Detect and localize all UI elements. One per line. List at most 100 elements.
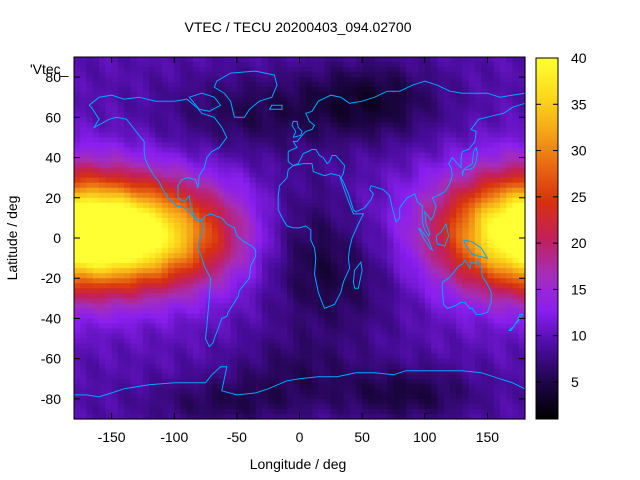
heatmap-cell (186, 248, 194, 254)
heatmap-cell (299, 132, 307, 139)
heatmap-cell (136, 202, 144, 209)
heatmap-cell (155, 162, 163, 169)
heatmap-cell (518, 248, 526, 254)
heatmap-cell (349, 182, 357, 189)
heatmap-cell (481, 197, 489, 204)
heatmap-cell (418, 288, 426, 294)
heatmap-cell (130, 62, 138, 68)
heatmap-cell (136, 177, 144, 184)
heatmap-cell (161, 62, 169, 68)
heatmap-cell (337, 318, 344, 325)
heatmap-cell (99, 368, 106, 375)
heatmap-cell (211, 112, 219, 118)
heatmap-cell (99, 137, 106, 144)
heatmap-cell (487, 187, 495, 194)
heatmap-cell (368, 293, 376, 299)
heatmap-cell (449, 268, 457, 274)
heatmap-cell (255, 122, 263, 128)
heatmap-cell (481, 398, 489, 405)
heatmap-cell (293, 243, 301, 249)
heatmap-cell (205, 353, 213, 360)
heatmap-cell (456, 378, 463, 385)
heatmap-cell (456, 167, 463, 174)
heatmap-cell (493, 343, 501, 350)
heatmap-cell (117, 393, 125, 400)
heatmap-cell (499, 268, 507, 274)
heatmap-cell (86, 142, 94, 149)
heatmap-cell (318, 122, 326, 128)
heatmap-cell (92, 197, 100, 204)
heatmap-cell (268, 303, 276, 309)
heatmap-cell (443, 358, 451, 365)
heatmap-cell (305, 348, 313, 355)
heatmap-cell (280, 323, 288, 330)
heatmap-cell (142, 202, 150, 209)
heatmap-cell (99, 222, 106, 229)
heatmap-cell (249, 273, 257, 279)
heatmap-cell (249, 87, 257, 93)
heatmap-cell (218, 243, 225, 249)
heatmap-cell (130, 328, 138, 335)
heatmap-cell (437, 67, 445, 73)
heatmap-cell (312, 142, 319, 149)
heatmap-cell (318, 268, 326, 274)
heatmap-cell (312, 147, 319, 154)
heatmap-cell (506, 323, 514, 330)
heatmap-cell (186, 263, 194, 269)
heatmap-cell (243, 338, 250, 345)
heatmap-cell (243, 137, 250, 144)
heatmap-cell (512, 177, 520, 184)
heatmap-cell (393, 92, 401, 98)
heatmap-cell (374, 117, 382, 123)
heatmap-cell (343, 368, 351, 375)
heatmap-cell (499, 373, 507, 380)
heatmap-cell (167, 348, 175, 355)
heatmap-cell (324, 117, 332, 123)
heatmap-cell (405, 187, 413, 194)
heatmap-cell (318, 348, 326, 355)
heatmap-cell (499, 57, 507, 63)
heatmap-cell (462, 157, 470, 164)
heatmap-cell (211, 243, 219, 249)
heatmap-cell (437, 137, 445, 144)
heatmap-cell (393, 358, 401, 365)
heatmap-cell (355, 298, 363, 304)
heatmap-cell (499, 132, 507, 139)
heatmap-cell (167, 278, 175, 284)
heatmap-cell (324, 353, 332, 360)
heatmap-cell (330, 258, 338, 264)
heatmap-cell (399, 82, 407, 88)
heatmap-cell (399, 398, 407, 405)
heatmap-cell (255, 92, 263, 98)
heatmap-cell (368, 187, 376, 194)
heatmap-cell (167, 117, 175, 123)
heatmap-cell (268, 263, 276, 269)
heatmap-cell (418, 62, 426, 68)
heatmap-cell (437, 82, 445, 88)
heatmap-cell (205, 388, 213, 395)
heatmap-cell (142, 293, 150, 299)
heatmap-cell (368, 152, 376, 159)
heatmap-cell (456, 62, 463, 68)
heatmap-cell (230, 258, 238, 264)
heatmap-cell (343, 152, 351, 159)
heatmap-cell (456, 172, 463, 179)
heatmap-cell (211, 117, 219, 123)
heatmap-cell (499, 137, 507, 144)
heatmap-cell (124, 383, 131, 390)
heatmap-cell (180, 298, 188, 304)
heatmap-cell (431, 182, 438, 189)
heatmap-cell (412, 232, 420, 239)
heatmap-cell (312, 232, 319, 239)
heatmap-cell (487, 383, 495, 390)
heatmap-cell (186, 368, 194, 375)
heatmap-cell (161, 323, 169, 330)
heatmap-cell (80, 232, 88, 239)
heatmap-cell (86, 217, 94, 224)
heatmap-cell (211, 122, 219, 128)
heatmap-cell (468, 313, 476, 320)
heatmap-cell (462, 122, 470, 128)
heatmap-cell (412, 57, 420, 63)
heatmap-cell (149, 212, 157, 219)
heatmap-cell (74, 293, 81, 299)
